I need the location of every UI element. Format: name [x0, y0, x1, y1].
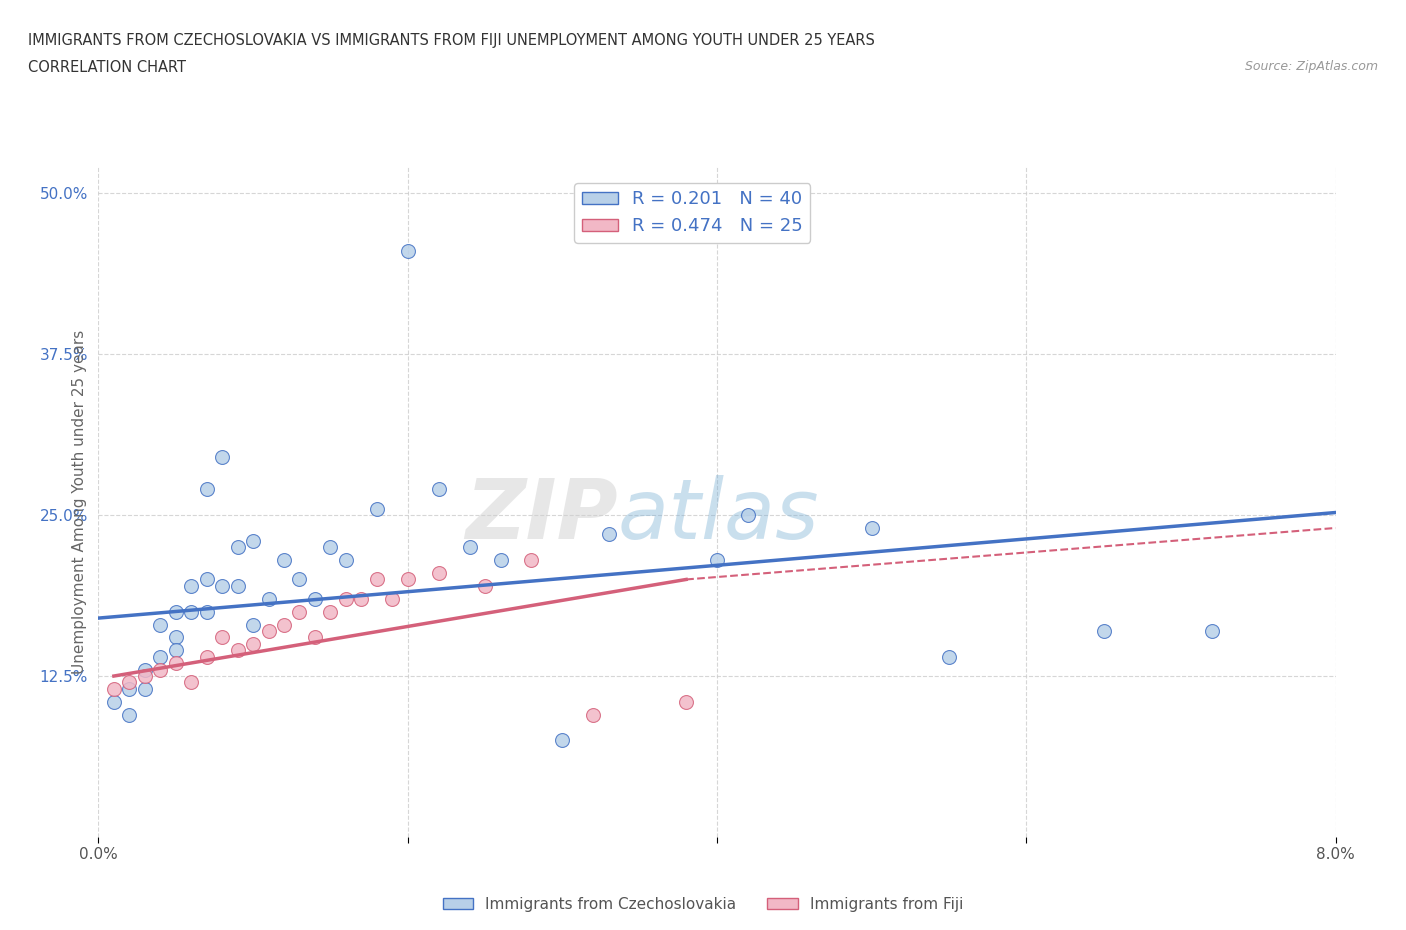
Point [273, 618, 295, 632]
Point [165, 643, 187, 658]
Point [598, 527, 620, 542]
Point [226, 643, 249, 658]
Point [582, 707, 605, 722]
Point [396, 244, 419, 259]
Point [675, 695, 697, 710]
Point [165, 630, 187, 644]
Point [149, 649, 172, 664]
Point [938, 649, 960, 664]
Point [118, 707, 141, 722]
Point [180, 604, 202, 619]
Point [319, 539, 342, 554]
Point [335, 591, 357, 606]
Legend: R = 0.201   N = 40, R = 0.474   N = 25: R = 0.201 N = 40, R = 0.474 N = 25 [575, 183, 810, 243]
Point [396, 572, 419, 587]
Point [165, 604, 187, 619]
Point [551, 733, 574, 748]
Point [1092, 623, 1115, 638]
Text: CORRELATION CHART: CORRELATION CHART [28, 60, 186, 75]
Point [350, 591, 373, 606]
Text: Source: ZipAtlas.com: Source: ZipAtlas.com [1244, 60, 1378, 73]
Point [180, 675, 202, 690]
Point [288, 572, 311, 587]
Y-axis label: Unemployment Among Youth under 25 years: Unemployment Among Youth under 25 years [72, 330, 87, 674]
Point [474, 578, 496, 593]
Point [242, 618, 264, 632]
Point [366, 501, 388, 516]
Point [242, 534, 264, 549]
Point [195, 649, 218, 664]
Point [118, 682, 141, 697]
Point [335, 552, 357, 567]
Text: IMMIGRANTS FROM CZECHOSLOVAKIA VS IMMIGRANTS FROM FIJI UNEMPLOYMENT AMONG YOUTH : IMMIGRANTS FROM CZECHOSLOVAKIA VS IMMIGR… [28, 33, 875, 47]
Text: atlas: atlas [619, 475, 820, 556]
Point [134, 662, 156, 677]
Point [319, 604, 342, 619]
Point [458, 539, 481, 554]
Point [489, 552, 512, 567]
Point [737, 508, 759, 523]
Point [860, 521, 883, 536]
Point [226, 539, 249, 554]
Text: ZIP: ZIP [465, 475, 619, 556]
Point [257, 623, 280, 638]
Point [211, 630, 233, 644]
Point [134, 669, 156, 684]
Point [381, 591, 404, 606]
Point [165, 656, 187, 671]
Point [520, 552, 543, 567]
Point [195, 482, 218, 497]
Point [288, 604, 311, 619]
Point [1201, 623, 1223, 638]
Point [304, 630, 326, 644]
Point [180, 578, 202, 593]
Point [706, 552, 728, 567]
Point [427, 565, 450, 580]
Point [149, 618, 172, 632]
Point [103, 682, 125, 697]
Point [304, 591, 326, 606]
Point [226, 578, 249, 593]
Point [257, 591, 280, 606]
Point [195, 604, 218, 619]
Point [103, 695, 125, 710]
Point [118, 675, 141, 690]
Point [195, 572, 218, 587]
Legend: Immigrants from Czechoslovakia, Immigrants from Fiji: Immigrants from Czechoslovakia, Immigran… [437, 891, 969, 918]
Point [211, 578, 233, 593]
Point [366, 572, 388, 587]
Point [134, 682, 156, 697]
Point [427, 482, 450, 497]
Point [242, 636, 264, 651]
Point [273, 552, 295, 567]
Point [211, 450, 233, 465]
Point [149, 662, 172, 677]
